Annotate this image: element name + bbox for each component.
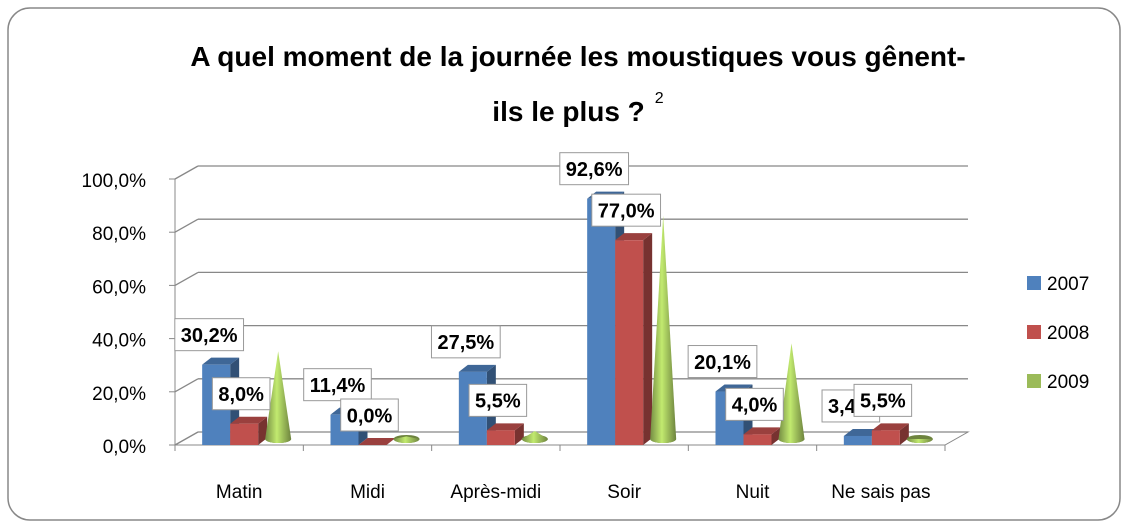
bar-top — [871, 423, 909, 431]
bar-top — [486, 423, 524, 431]
y-tick-label: 20,0% — [92, 384, 146, 405]
value-label: 0,0% — [347, 405, 393, 427]
value-label-box — [853, 383, 913, 417]
value-label-box — [468, 383, 528, 417]
value-label-box — [591, 193, 662, 227]
bar — [615, 240, 644, 445]
bar-side — [899, 423, 909, 445]
y-tick-label: 100,0% — [82, 171, 147, 192]
value-label: 5,5% — [475, 391, 521, 413]
grid-side — [174, 165, 199, 180]
chart-title: A quel moment de la journée les moustiqu… — [190, 41, 966, 127]
legend-label: 2009 — [1047, 372, 1089, 393]
bar-side — [643, 233, 653, 445]
legend-swatch — [1027, 374, 1041, 388]
value-label: 11,4% — [310, 375, 366, 397]
x-tick-label: Ne sais pas — [831, 482, 930, 503]
bar-top — [615, 233, 653, 241]
value-label: 8,0% — [218, 384, 264, 406]
y-tick-label: 40,0% — [92, 331, 146, 352]
cone — [778, 343, 805, 443]
value-label-box — [303, 368, 372, 402]
y-tick-label: 80,0% — [92, 224, 146, 245]
bar-top — [358, 438, 396, 445]
value-label: 4,0% — [732, 395, 778, 417]
legend-swatch — [1027, 276, 1041, 290]
value-label-box — [430, 325, 501, 359]
x-tick-label: Après-midi — [450, 482, 541, 503]
legend-label: 2008 — [1047, 323, 1089, 344]
bar — [871, 430, 900, 445]
bar-top — [743, 427, 781, 435]
value-label-box — [174, 318, 245, 352]
bar — [843, 435, 872, 445]
bar — [230, 423, 259, 445]
value-label: 30,2% — [181, 325, 238, 347]
value-label-box — [725, 387, 784, 421]
cone — [265, 351, 292, 443]
y-tick-label: 0,0% — [103, 437, 146, 458]
x-tick-label: Soir — [607, 482, 641, 503]
value-label: 20,1% — [694, 352, 751, 374]
cone — [650, 215, 677, 443]
bar — [587, 198, 616, 445]
bar-top — [843, 428, 881, 436]
value-label: 92,6% — [566, 159, 623, 181]
value-label: 77,0% — [598, 200, 655, 222]
value-label-box — [687, 345, 758, 379]
grid-side — [174, 271, 199, 286]
y-tick-label: 60,0% — [92, 277, 146, 298]
x-tick-label: Midi — [350, 482, 385, 503]
bar-side — [514, 423, 524, 445]
value-label-box — [559, 152, 630, 186]
value-label-box — [340, 398, 399, 432]
bar-top — [230, 416, 268, 424]
grid-side — [174, 431, 199, 446]
x-tick-label: Matin — [216, 482, 262, 503]
value-label: 27,5% — [437, 332, 494, 354]
bar — [486, 430, 515, 445]
grid-side — [174, 218, 199, 233]
cone — [521, 431, 548, 443]
cone — [393, 436, 420, 443]
chart-title-block: A quel moment de la journée les moustiqu… — [178, 36, 978, 133]
grid-side — [174, 378, 199, 393]
legend-swatch — [1027, 325, 1041, 339]
x-tick-label: Nuit — [736, 482, 771, 503]
cone — [906, 439, 933, 443]
bar — [743, 434, 772, 445]
bar-top — [458, 364, 496, 372]
value-label: 5,5% — [860, 391, 906, 413]
annotation: 2 — [654, 90, 664, 107]
bar-side — [771, 427, 781, 445]
legend-label: 2007 — [1047, 274, 1089, 295]
bar-side — [258, 416, 268, 445]
value-label-box — [211, 377, 271, 411]
bar-top — [202, 357, 240, 365]
